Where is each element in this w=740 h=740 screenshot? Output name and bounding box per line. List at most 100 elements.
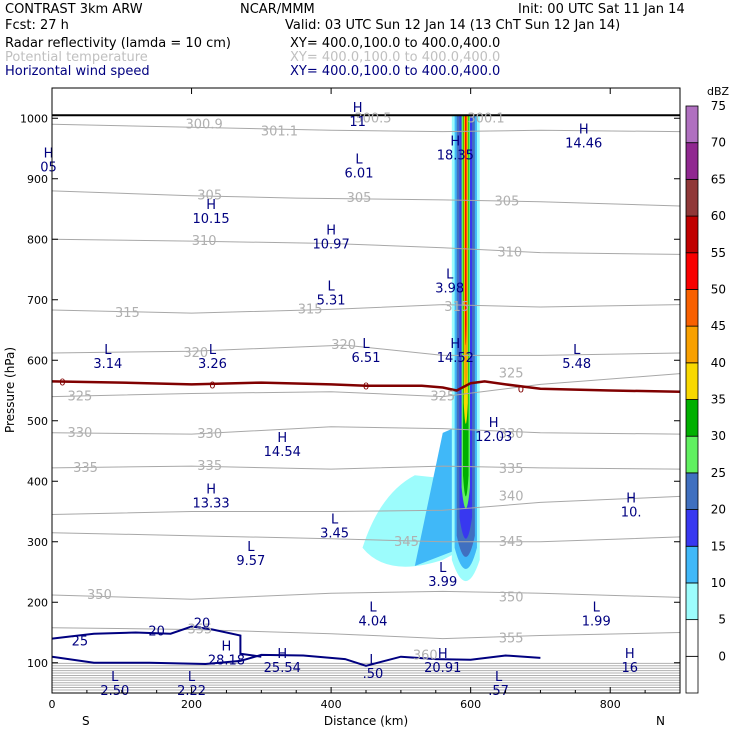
theta-label: 355 bbox=[188, 622, 213, 637]
y-axis-label: Pressure (hPa) bbox=[3, 347, 17, 433]
colorbar-level-label: 10 bbox=[711, 576, 726, 590]
theta-label: 350 bbox=[87, 588, 112, 603]
y-tick-label: 300 bbox=[27, 536, 48, 549]
colorbar-bin bbox=[685, 582, 699, 621]
colorbar-unit-label: dBZ bbox=[707, 85, 730, 98]
y-tick-label: 600 bbox=[27, 354, 48, 367]
colorbar-level-label: 30 bbox=[711, 429, 726, 443]
extremum-value-label: 3.98 bbox=[435, 282, 464, 297]
theta-label: 335 bbox=[73, 461, 98, 476]
extremum-type-label: L bbox=[355, 153, 363, 168]
y-tick-label: 500 bbox=[27, 415, 48, 428]
wind-label: 25 bbox=[72, 635, 89, 650]
x-tick-label: 800 bbox=[600, 698, 621, 711]
colorbar-bin bbox=[685, 509, 699, 547]
extremum-type-label: H bbox=[625, 647, 635, 662]
extremum-type-label: H bbox=[353, 101, 363, 116]
colorbar-level-label: 15 bbox=[711, 539, 726, 553]
theta-label: 300.1 bbox=[467, 111, 504, 126]
init-time: Init: 00 UTC Sat 11 Jan 14 bbox=[518, 2, 685, 17]
extremum-value-label: 14.54 bbox=[264, 445, 301, 460]
extremum-value-label: 28.18 bbox=[208, 654, 245, 669]
extremum-value-label: 10.15 bbox=[192, 212, 229, 227]
theta-contour-line bbox=[52, 344, 680, 356]
colorbar-level-label: 70 bbox=[711, 136, 726, 150]
theta-label: 305 bbox=[197, 189, 222, 204]
extremum-type-label: L bbox=[247, 540, 255, 555]
extremum-type-label: H bbox=[450, 134, 460, 149]
extremum-value-label: 6.51 bbox=[352, 351, 381, 366]
x-axis-label: Distance (km) bbox=[324, 714, 408, 728]
wind-label: 20 bbox=[148, 624, 165, 639]
zero-isotherm-label: 0 bbox=[59, 377, 65, 388]
extremum-type-label: H bbox=[579, 122, 589, 137]
extremum-type-label: L bbox=[331, 513, 339, 528]
theta-contour-line bbox=[52, 495, 680, 515]
colorbar-bin bbox=[685, 655, 699, 694]
x-end-label-north: N bbox=[656, 714, 665, 728]
field-wind-label: Horizontal wind speed bbox=[5, 64, 150, 79]
theta-label: 315 bbox=[298, 302, 323, 317]
theta-contour-line bbox=[52, 304, 680, 314]
extremum-value-label: 11 bbox=[349, 115, 366, 130]
theta-contour-line bbox=[52, 627, 680, 640]
colorbar-level-label: 45 bbox=[711, 319, 726, 333]
extremum-value-label: 6.01 bbox=[345, 167, 374, 182]
theta-label: 305 bbox=[347, 191, 372, 206]
extremum-type-label: H bbox=[277, 647, 287, 662]
extremum-type-label: H bbox=[626, 491, 636, 506]
theta-label: 335 bbox=[197, 459, 222, 474]
y-tick-label: 700 bbox=[27, 294, 48, 307]
colorbar-bin bbox=[685, 472, 699, 510]
x-tick-label: 400 bbox=[321, 698, 342, 711]
colorbar-bin bbox=[685, 619, 699, 657]
colorbar-level-label: 5 bbox=[718, 613, 726, 627]
theta-contour-line bbox=[52, 465, 680, 470]
valid-time: Valid: 03 UTC Sun 12 Jan 14 (13 ChT Sun … bbox=[285, 18, 621, 33]
colorbar-level-label: 65 bbox=[711, 172, 726, 186]
theta-contour-line bbox=[52, 373, 680, 398]
field-reflectivity-xy: XY= 400.0,100.0 to 400.0,400.0 bbox=[290, 36, 501, 51]
theta-label: 310 bbox=[497, 246, 522, 261]
colorbar-bin bbox=[685, 435, 699, 474]
colorbar-bin bbox=[685, 362, 699, 400]
field-wind-xy: XY= 400.0,100.0 to 400.0,400.0 bbox=[290, 64, 501, 79]
colorbar-bin bbox=[685, 252, 699, 290]
zero-isotherm-label: 0 bbox=[363, 382, 369, 393]
theta-label: 335 bbox=[499, 462, 524, 477]
extremum-value-label: 3.26 bbox=[198, 357, 227, 372]
extremum-type-label: L bbox=[446, 268, 454, 283]
theta-label: 340 bbox=[499, 489, 524, 504]
theta-label: 330 bbox=[67, 426, 92, 441]
theta-label: 310 bbox=[192, 234, 217, 249]
extremum-value-label: 05 bbox=[40, 161, 57, 176]
extremum-type-label: H bbox=[222, 640, 232, 655]
extremum-value-label: 1.99 bbox=[582, 614, 611, 629]
theta-contour-line bbox=[52, 532, 680, 543]
colorbar-bin bbox=[685, 105, 699, 144]
theta-label: 330 bbox=[499, 427, 524, 442]
theta-contour-line bbox=[52, 123, 680, 133]
extremum-type-label: L bbox=[495, 670, 503, 685]
theta-label: 325 bbox=[499, 367, 524, 382]
extremum-type-label: L bbox=[362, 337, 370, 352]
theta-label: 320 bbox=[183, 346, 208, 361]
zero-isotherm-label: 0 bbox=[518, 385, 524, 396]
theta-label: 350 bbox=[499, 590, 524, 605]
extremum-type-label: L bbox=[369, 653, 377, 668]
extremum-value-label: 13.33 bbox=[192, 496, 229, 511]
colorbar-level-label: 35 bbox=[711, 393, 726, 407]
extremum-type-label: L bbox=[111, 670, 119, 685]
colorbar-level-label: 25 bbox=[711, 466, 726, 480]
y-tick-label: 1000 bbox=[20, 112, 48, 125]
extremum-type-label: L bbox=[209, 343, 217, 358]
colorbar-level-label: 75 bbox=[711, 99, 726, 113]
y-tick-label: 100 bbox=[27, 657, 48, 670]
y-tick-label: 800 bbox=[27, 233, 48, 246]
theta-label: 320 bbox=[331, 338, 356, 353]
theta-contour-line bbox=[52, 190, 680, 207]
theta-label: 301.1 bbox=[261, 125, 298, 140]
theta-contour-line bbox=[52, 238, 680, 255]
